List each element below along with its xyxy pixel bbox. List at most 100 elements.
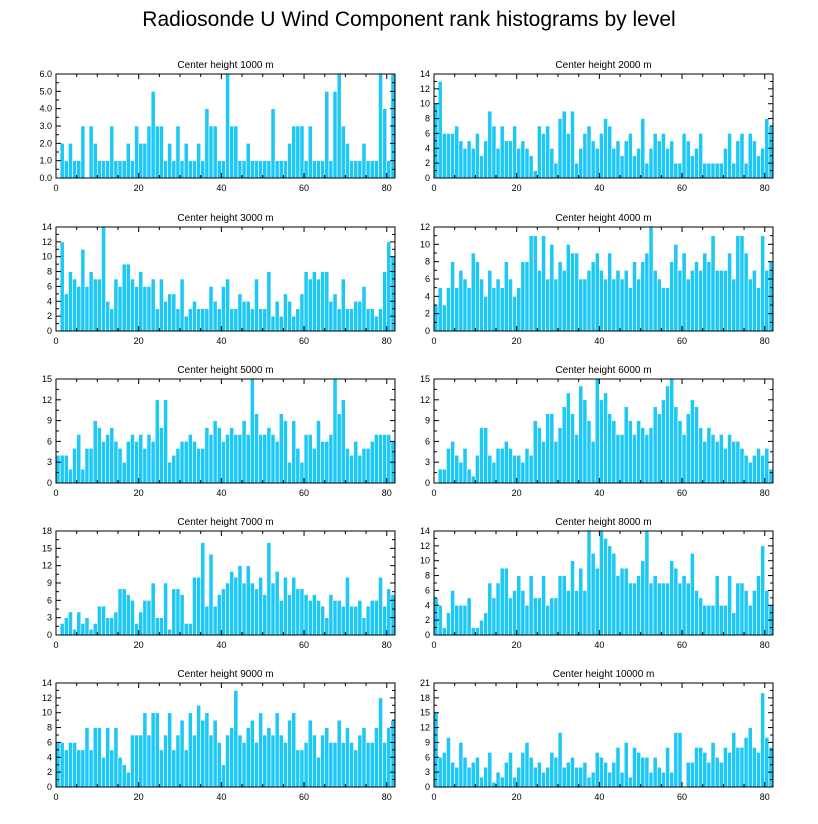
histogram-bar xyxy=(150,712,156,788)
histogram-bar xyxy=(105,727,111,788)
x-tick-label: 60 xyxy=(299,640,309,650)
histogram-bar xyxy=(121,263,127,332)
histogram-bar xyxy=(340,399,346,484)
histogram-bar xyxy=(105,617,111,636)
histogram-bar xyxy=(134,286,139,332)
y-tick-label: 0 xyxy=(47,326,52,336)
histogram-bar xyxy=(661,582,666,636)
histogram-bar xyxy=(694,261,699,332)
y-tick-label: 10 xyxy=(420,99,430,109)
histogram-bar xyxy=(353,441,359,484)
x-tick-label: 0 xyxy=(431,183,436,193)
histogram-bar xyxy=(76,749,82,788)
histogram-bar xyxy=(254,278,259,332)
histogram-bar xyxy=(208,286,214,332)
histogram-bar xyxy=(101,756,106,788)
histogram-bar xyxy=(382,605,388,636)
histogram-bar xyxy=(295,308,301,332)
histogram-bar xyxy=(374,160,379,179)
histogram-bar xyxy=(632,582,637,636)
histogram-bar xyxy=(254,413,259,484)
histogram-bar xyxy=(698,747,704,788)
y-tick-label: 12 xyxy=(42,237,52,247)
histogram-bar xyxy=(167,628,173,636)
histogram-bar xyxy=(349,605,354,636)
histogram-bar xyxy=(623,140,629,179)
panel-title: Center height 9000 m xyxy=(177,669,273,680)
histogram-bar xyxy=(495,771,501,788)
histogram-bar xyxy=(80,125,86,179)
histogram-bar xyxy=(718,434,724,484)
y-tick-label: 3 xyxy=(425,767,430,777)
histogram-bar xyxy=(706,761,712,788)
histogram-bar xyxy=(735,582,741,636)
histogram-bar xyxy=(479,619,484,636)
histogram-bar xyxy=(303,742,309,788)
histogram-bar xyxy=(225,734,230,788)
histogram-bar xyxy=(723,270,728,332)
histogram-bar xyxy=(130,734,135,788)
histogram-bar xyxy=(332,600,338,636)
histogram-bar xyxy=(340,605,346,636)
histogram-bar xyxy=(433,304,439,332)
histogram-bar xyxy=(627,582,633,636)
histogram-bar xyxy=(739,133,745,179)
histogram-bar xyxy=(92,143,98,179)
histogram-bar xyxy=(768,468,774,484)
histogram-bar xyxy=(512,125,517,179)
histogram-bar xyxy=(487,110,493,179)
histogram-bar xyxy=(278,160,284,179)
histogram-bar xyxy=(369,441,375,484)
histogram-bar xyxy=(483,427,489,484)
x-tick-label: 0 xyxy=(53,336,58,346)
histogram-bar xyxy=(192,160,197,179)
histogram-bar xyxy=(130,434,135,484)
y-tick-label: 12 xyxy=(420,395,430,405)
histogram-bar xyxy=(458,140,464,179)
histogram-bar xyxy=(357,454,363,484)
histogram-bar xyxy=(450,441,455,484)
histogram-bar xyxy=(520,590,526,636)
histogram-bar xyxy=(644,434,650,484)
histogram-bar xyxy=(739,235,745,332)
histogram-bar xyxy=(462,756,468,788)
histogram-bar xyxy=(503,761,509,788)
panel-title: Center height 2000 m xyxy=(555,60,651,71)
histogram-bar xyxy=(475,756,480,788)
histogram-bar xyxy=(345,448,350,484)
x-tick-label: 20 xyxy=(134,488,144,498)
histogram-bar xyxy=(278,413,284,484)
histogram-bar xyxy=(466,287,472,332)
y-tick-label: 10 xyxy=(420,239,430,249)
histogram-bar xyxy=(727,575,732,636)
histogram-bar xyxy=(84,727,90,788)
histogram-bar xyxy=(508,448,513,484)
histogram-bar xyxy=(221,588,226,636)
histogram-bar xyxy=(557,118,563,179)
histogram-bar xyxy=(677,162,683,179)
histogram-bar xyxy=(63,749,69,788)
histogram-bar xyxy=(316,160,321,179)
histogram-bar xyxy=(361,143,367,179)
histogram-bar xyxy=(710,235,716,332)
x-tick-label: 80 xyxy=(382,640,392,650)
histogram-bar xyxy=(88,749,94,788)
y-tick-label: 6 xyxy=(47,737,52,747)
histogram-bar xyxy=(80,749,86,788)
histogram-bar xyxy=(648,427,654,484)
histogram-bar xyxy=(594,147,600,179)
histogram-bar xyxy=(250,160,255,179)
histogram-bar xyxy=(245,143,251,179)
histogram-bar xyxy=(369,160,375,179)
histogram-bar xyxy=(138,734,144,788)
histogram-bar xyxy=(495,147,501,179)
histogram-bar xyxy=(557,732,563,788)
histogram-bar xyxy=(179,441,185,484)
x-tick-label: 60 xyxy=(677,336,687,346)
histogram-bar xyxy=(685,278,691,332)
histogram-bar xyxy=(499,125,505,179)
histogram-bar xyxy=(117,588,123,636)
histogram-panel: Center height 7000 m 0 20 40 60 80 0 3 6 9 12 15 18 xyxy=(42,517,396,650)
histogram-bar xyxy=(644,252,650,332)
histogram-bar xyxy=(524,261,530,332)
